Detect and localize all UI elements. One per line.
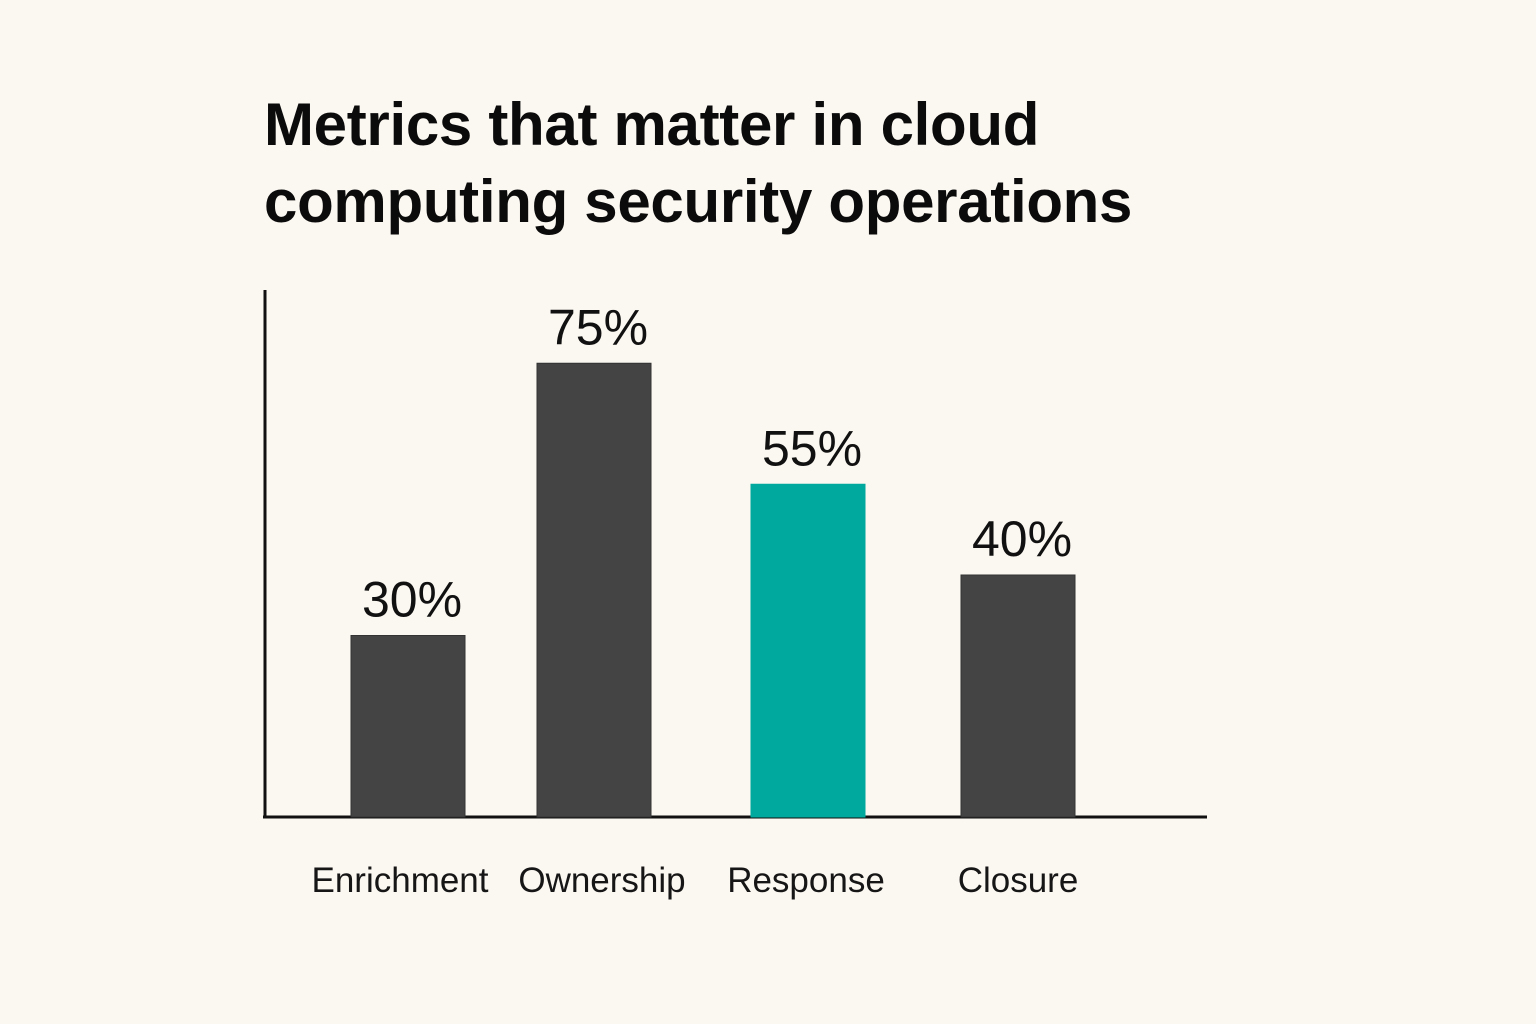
value-label-enrichment: 30%: [362, 572, 462, 628]
bar-closure: [960, 574, 1076, 818]
bar-response: [750, 483, 866, 818]
chart-title-line-2: computing security operations: [264, 168, 1133, 235]
bar-group: [350, 362, 1076, 818]
category-label-group: Enrichment Ownership Response Closure: [311, 861, 1078, 900]
chart-title-line-1: Metrics that matter in cloud: [264, 91, 1040, 158]
category-label-ownership: Ownership: [518, 861, 685, 900]
category-label-response: Response: [727, 861, 885, 900]
chart-title: Metrics that matter in cloud computing s…: [264, 86, 1264, 240]
value-label-response: 55%: [762, 420, 862, 476]
category-label-enrichment: Enrichment: [311, 861, 488, 900]
category-label-closure: Closure: [958, 861, 1079, 900]
value-label-group: 30% 75% 55% 40%: [362, 299, 1072, 627]
value-label-ownership: 75%: [548, 299, 648, 355]
value-label-closure: 40%: [972, 511, 1072, 567]
bar-ownership: [536, 362, 652, 818]
bar-enrichment: [350, 635, 466, 818]
